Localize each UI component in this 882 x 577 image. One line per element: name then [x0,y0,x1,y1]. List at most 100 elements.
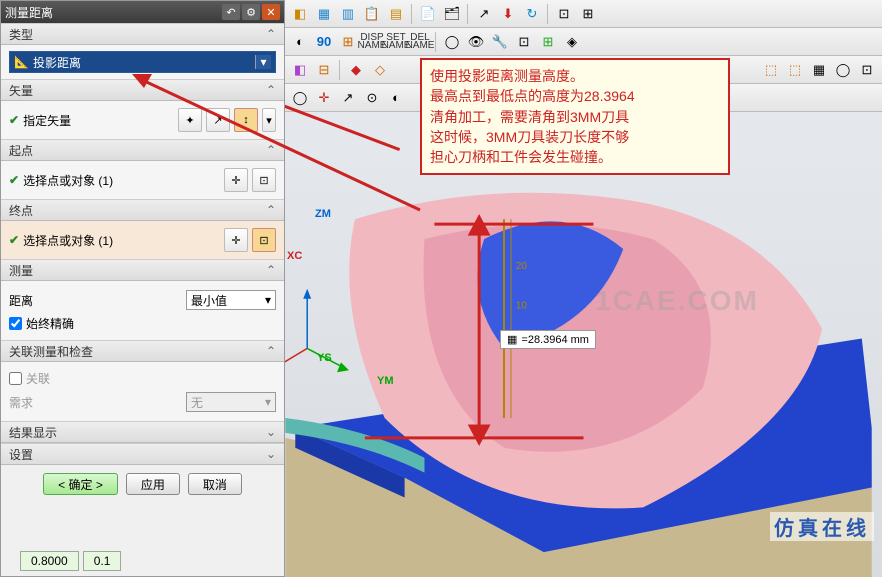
annot-line: 最高点到最低点的高度为28.3964 [430,86,720,106]
section-type[interactable]: 类型⌃ [1,23,284,45]
tb-icon[interactable]: ▦ [313,3,335,25]
end-snap-icon[interactable]: ⊡ [252,228,276,252]
section-result[interactable]: 结果显示⌄ [1,421,284,443]
axis-xc: XC [287,250,302,262]
axis-zm: ZM [315,208,331,220]
tb-icon[interactable]: ↻ [521,3,543,25]
annot-line: 担心刀柄和工件会发生碰撞。 [430,147,720,167]
vector-dropdown[interactable]: ▾ [262,108,276,132]
measure-value: =28.3964 mm [521,334,589,346]
section-start[interactable]: 起点⌃ [1,139,284,161]
tb-icon[interactable]: ⊞ [537,31,559,53]
annot-line: 使用投影距离测量高度。 [430,66,720,86]
start-point-icon[interactable]: ✛ [224,168,248,192]
disp-name-button[interactable]: DISP NAME [361,31,383,53]
tb-icon[interactable]: ⬚ [760,59,782,81]
tb-icon[interactable]: ⊡ [513,31,535,53]
type-combo[interactable]: 📐 投影距离 ▾ [9,51,276,73]
del-name-button[interactable]: DEL NAME [409,31,431,53]
req-label: 需求 [9,394,182,411]
section-end[interactable]: 终点⌃ [1,199,284,221]
section-settings[interactable]: 设置⌄ [1,443,284,465]
tb-icon[interactable]: 📋 [361,3,383,25]
distance-label: 距离 [9,292,182,309]
tb-icon[interactable]: ◈ [561,31,583,53]
tb-icon[interactable]: ⊡ [553,3,575,25]
tb-icon[interactable]: ⊡ [856,59,878,81]
chevron-up-icon: ⌃ [266,263,276,277]
chevron-down-icon: ▾ [255,55,271,69]
grid-icon: ▦ [507,333,517,346]
tb-icon[interactable]: ⊞ [337,31,359,53]
section-measure[interactable]: 测量⌃ [1,259,284,281]
req-combo: 无▾ [186,392,276,412]
svg-text:10: 10 [516,301,528,312]
chevron-down-icon: ⌄ [266,425,276,439]
tb-icon[interactable]: ⬇ [497,3,519,25]
chevron-up-icon: ⌃ [266,143,276,157]
tb-icon[interactable]: ◇ [369,59,391,81]
assoc-label: 关联 [26,370,50,387]
gear-icon[interactable]: ⚙ [242,4,260,20]
start-snap-icon[interactable]: ⊡ [252,168,276,192]
chevron-down-icon: ▾ [265,293,271,307]
check-icon: ✔ [9,233,19,247]
vector-dir-icon[interactable]: ↗ [206,108,230,132]
status-a: 0.8000 [20,551,79,571]
watermark: 1CAE.COM [595,285,759,317]
set-name-button[interactable]: SET NAME [385,31,407,53]
distance-combo[interactable]: 最小值▾ [186,290,276,310]
close-icon[interactable]: ✕ [262,4,280,20]
status-bar: 0.8000 0.1 [20,551,121,571]
tb-icon[interactable]: ◐ [289,31,311,53]
tb-icon[interactable]: ◯ [441,31,463,53]
toolbar-1: ◧ ▦ ▥ 📋 ▤ 📄 🗂 ↗ ⬇ ↻ ⊡ ⊞ [285,0,882,28]
annotation-box: 使用投影距离测量高度。 最高点到最低点的高度为28.3964 清角加工，需要清角… [420,58,730,175]
tb-icon[interactable]: ◆ [345,59,367,81]
section-assoc-check[interactable]: 关联测量和检查⌃ [1,340,284,362]
end-point-icon[interactable]: ✛ [224,228,248,252]
tb-icon[interactable]: ▤ [385,3,407,25]
tb-icon[interactable]: 📄 [417,3,439,25]
measure-distance-dialog: 测量距离 ↶ ⚙ ✕ 类型⌃ 📐 投影距离 ▾ 矢量⌃ ✔指定矢量 ✦ ↗ ↕ … [0,0,285,577]
ninety-icon[interactable]: 90 [313,31,335,53]
dialog-titlebar: 测量距离 ↶ ⚙ ✕ [1,1,284,23]
always-exact-checkbox[interactable] [9,317,22,330]
check-icon: ✔ [9,113,19,127]
cancel-button[interactable]: 取消 [188,473,242,495]
dialog-title: 测量距离 [5,4,220,21]
measure-callout[interactable]: ▦ =28.3964 mm [500,330,596,349]
vector-xy-icon[interactable]: ✦ [178,108,202,132]
tb-icon[interactable]: ▦ [808,59,830,81]
axis-ym: YM [377,375,394,387]
assoc-checkbox[interactable] [9,372,22,385]
eye-icon[interactable]: 👁 [465,31,487,53]
tb-icon[interactable]: ⬚ [784,59,806,81]
chevron-up-icon: ⌃ [266,203,276,217]
brand-watermark: 仿真在线 [770,512,874,541]
start-select-label: 选择点或对象 (1) [23,172,113,189]
vector-axis-icon[interactable]: ↕ [234,108,258,132]
annot-line: 清角加工，需要清角到3MM刀具 [430,107,720,127]
tb-icon[interactable]: 🗂 [441,3,463,25]
tb-icon[interactable]: ▥ [337,3,359,25]
tb-icon[interactable]: ◧ [289,3,311,25]
tb-icon[interactable]: ⊞ [577,3,599,25]
check-icon: ✔ [9,173,19,187]
annot-line: 这时候，3MM刀具装刀长度不够 [430,127,720,147]
tb-icon[interactable]: ⊟ [313,59,335,81]
vector-specify-label: 指定矢量 [23,112,71,129]
tb-icon[interactable]: ◧ [289,59,311,81]
svg-text:20: 20 [516,261,528,272]
ok-button[interactable]: < 确定 > [43,473,118,495]
chevron-up-icon: ⌃ [266,27,276,41]
tb-icon[interactable]: ◯ [832,59,854,81]
chevron-down-icon: ⌄ [266,447,276,461]
section-vector[interactable]: 矢量⌃ [1,79,284,101]
chevron-up-icon: ⌃ [266,83,276,97]
wrench-icon[interactable]: 🔧 [489,31,511,53]
apply-button[interactable]: 应用 [126,473,180,495]
ruler-icon: 📐 [14,55,29,69]
undo-pin-icon[interactable]: ↶ [222,4,240,20]
tb-icon[interactable]: ↗ [473,3,495,25]
